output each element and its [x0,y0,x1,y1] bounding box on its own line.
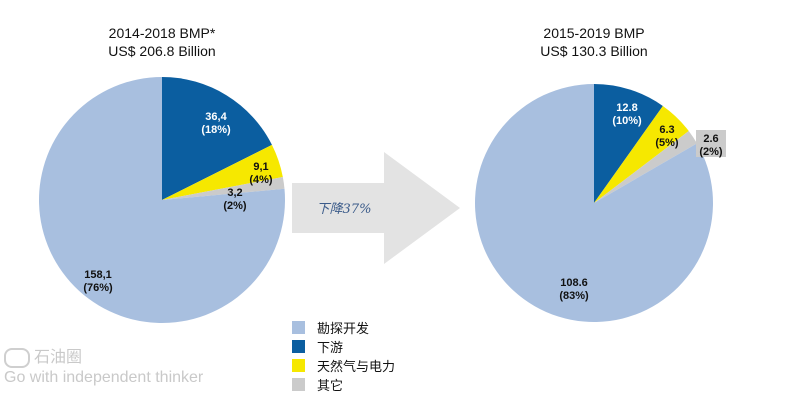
legend-item-other: 其它 [292,375,395,394]
left-pie-pct-label-other: (2%) [223,200,247,212]
left-pie-slice-ep [38,77,285,323]
left-pie-value-label-other: 3,2 [227,187,242,199]
wechat-icon [4,348,30,368]
legend-item-ep: 勘探开发 [292,318,395,337]
legend-label-gas-power: 天然气与电力 [317,360,396,375]
decline-arrow-label: 下降37% [317,202,372,217]
legend-item-downstream: 下游 [292,337,395,356]
legend-label-ep: 勘探开发 [317,322,370,337]
watermark: 石油圈 Go with independent thinker [4,348,203,388]
left-pie-slice-downstream [162,77,272,200]
left-pie-pct-label-downstream: (18%) [201,124,231,136]
right-chart-subtitle: US$ 130.3 Billion [540,43,648,59]
right-pie-value-label-gas_power: 6.3 [659,124,674,136]
decline-arrow-shape [292,152,460,264]
legend-item-gas-power: 天然气与电力 [292,356,395,375]
left-chart-title: 2014-2018 BMP* US$ 206.8 Billion [32,24,292,60]
right-chart-title: 2015-2019 BMP US$ 130.3 Billion [464,24,724,60]
right-pie-pct-label-gas_power: (5%) [655,137,679,149]
left-pie-value-label-ep: 158,1 [84,269,112,281]
left-chart-subtitle: US$ 206.8 Billion [108,43,216,59]
right-pie-slice-gas_power [594,105,689,203]
left-chart-title-line1: 2014-2018 BMP* [108,25,216,41]
legend: 勘探开发 下游 天然气与电力 其它 [292,318,395,394]
right-pie-value-label-ep: 108.6 [560,277,588,289]
right-pie-slice-ep [475,84,713,322]
right-pie-pct-label-ep: (83%) [559,290,589,302]
right-pie-slice-other [594,131,698,203]
right-pie-pct-label-downstream: (10%) [612,115,642,127]
left-pie-pct-label-gas_power: (4%) [249,174,273,186]
right-pie-slice-downstream [594,84,663,203]
legend-swatch-ep [292,321,305,334]
left-pie-value-label-gas_power: 9,1 [253,161,268,173]
legend-swatch-other [292,378,305,391]
left-pie-slice-other [162,176,285,200]
watermark-name: 石油圈 [34,349,83,366]
right-pie-value-label-downstream: 12.8 [616,102,637,114]
legend-swatch-gas-power [292,359,305,372]
legend-label-other: 其它 [317,379,344,394]
left-pie-value-label-downstream: 36,4 [205,111,227,123]
watermark-tagline: Go with independent thinker [4,369,204,386]
right-pie-value-label-other: 2.6 [703,133,718,145]
right-pie-chart: 12.8(10%) 6.3(5%) 2.6(2%) 108.6(83%) [475,84,726,322]
left-pie-pct-label-ep: (76%) [83,282,113,294]
decline-arrow: 下降37% [292,152,460,264]
right-chart-title-line1: 2015-2019 BMP [543,25,645,41]
left-pie-slice-gas_power [162,144,283,200]
right-pie-label-bg-other [696,130,726,157]
legend-swatch-downstream [292,340,305,353]
left-pie-chart: 36,4(18%) 9,1(4%) 3,2(2%) 158,1(76%) [38,77,285,323]
legend-label-downstream: 下游 [317,341,344,356]
right-pie-pct-label-other: (2%) [699,146,723,158]
